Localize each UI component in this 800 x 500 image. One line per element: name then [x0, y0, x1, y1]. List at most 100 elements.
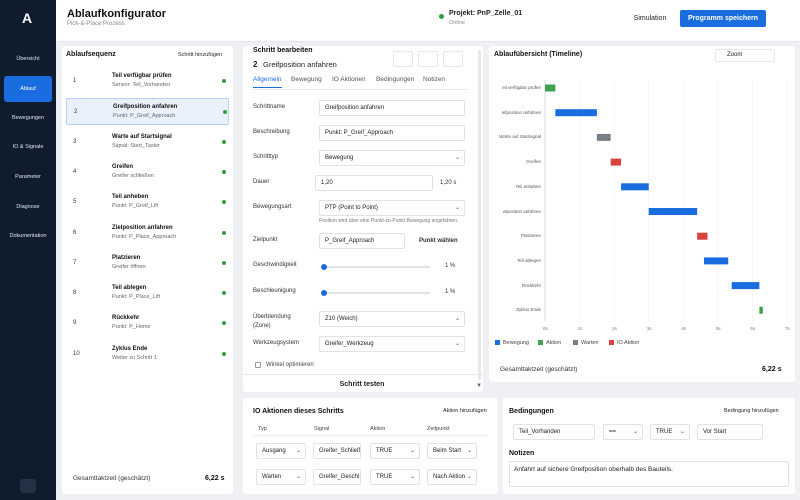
io-type-select[interactable]: Warten ⌄ [256, 469, 306, 485]
timeline-bar[interactable] [697, 232, 708, 240]
nav-item-bewegungen[interactable]: Bewegungen [11, 115, 45, 121]
status-dot-icon [222, 260, 226, 265]
step-row[interactable]: 8 Teil ablegen Punkt: P_Place_Lift [66, 280, 229, 307]
add-step-button[interactable]: Schritt hinzufügen [178, 52, 223, 58]
more-icon[interactable] [443, 51, 463, 67]
timeline-bar[interactable] [545, 84, 556, 92]
nav-item-dokumentation[interactable]: Dokumentation [9, 233, 47, 239]
condition-value-select[interactable]: TRUE ⌄ [650, 424, 690, 440]
step-row[interactable]: 2 Greifposition anfahren Punkt: P_Greif_Ap… [66, 98, 229, 126]
editor-scrollbar[interactable] [478, 50, 481, 380]
sequence-title: Ablaufsequenz [66, 51, 116, 58]
add-action-button[interactable]: Aktion hinzufügen [443, 408, 487, 414]
status-dot-icon [222, 169, 226, 174]
duplicate-icon[interactable] [393, 51, 413, 67]
step-row[interactable]: 6 Zielposition anfahren Punkt: P_Place_App… [66, 220, 229, 247]
tab-bewegung[interactable]: Bewegung [291, 76, 322, 83]
io-action-select[interactable]: TRUE ⌄ [370, 469, 420, 485]
step-subtitle: Punkt: P_Place_Lift [112, 294, 161, 301]
step-row[interactable]: 5 Teil anheben Punkt: P_Greif_Lift [66, 189, 229, 216]
sidebar: A Übersicht Ablauf Bewegungen IO & Signa… [0, 0, 56, 500]
test-step-button[interactable]: Schritt testen [339, 381, 385, 388]
step-title: Teil verfügbar prüfen [112, 73, 172, 79]
nav-item-parameter[interactable]: Parameter [15, 174, 41, 180]
speed-slider-handle[interactable] [321, 264, 328, 270]
step-title: Rückkehr [112, 315, 140, 322]
description-input[interactable]: Punkt: P_Greif_Approach [319, 125, 465, 141]
nav-item-diagnose[interactable]: Diagnose [16, 204, 40, 210]
tool-label: Werkzeugsystem [253, 340, 299, 346]
movetype-label: Bewegungsart [253, 204, 292, 210]
io-signal-input[interactable]: Greifer_Schließ [313, 443, 361, 459]
step-row[interactable]: 10 Zyklus Ende Weiter zu Schritt 1 [66, 341, 229, 368]
timeline-bar[interactable] [759, 306, 763, 314]
timeline-step-label: eil verfügbar prüfen [502, 85, 541, 90]
speed-slider[interactable] [323, 266, 430, 268]
tab-io-aktionen[interactable]: IO Aktionen [332, 76, 366, 83]
io-type-select[interactable]: Ausgang ⌄ [256, 443, 306, 459]
x-tick-label: 3s [646, 326, 652, 331]
timeline-bar[interactable] [704, 257, 729, 265]
target-point-input[interactable]: P_Greif_Approach [319, 233, 405, 249]
timeline-bar[interactable] [596, 133, 611, 141]
x-tick-label: 0s [543, 326, 548, 331]
legend-io-aktion: IO Aktion [609, 340, 639, 346]
scroll-down-icon[interactable]: ▼ [476, 383, 482, 389]
accel-slider-handle[interactable] [321, 290, 328, 296]
nav-item-ablauf[interactable]: Ablauf [4, 76, 52, 102]
step-row[interactable]: 7 Platzieren Greifer öffnen [66, 250, 229, 277]
timeline-bar[interactable] [555, 109, 597, 117]
step-title: Zielposition anfahren [112, 224, 173, 231]
nav-item-uebersicht[interactable]: Übersicht [16, 56, 40, 62]
delete-icon[interactable] [418, 51, 438, 67]
tab-notizen[interactable]: Notizen [423, 76, 446, 83]
tab-allgemein[interactable]: Allgemein [253, 76, 282, 88]
status-dot-icon [222, 139, 226, 144]
legend-swatch [538, 340, 543, 345]
step-type-label: Schritttyp [253, 154, 279, 160]
step-row[interactable]: 1 Teil verfügbar prüfen Sensor: Teil_Vorha… [66, 68, 229, 95]
step-number: 4 [73, 168, 77, 175]
step-row[interactable]: 9 Rückkehr Punkt: P_Home [66, 310, 229, 337]
notes-text: Anfahrt auf sichere Greifposition oberha… [514, 466, 673, 473]
app-title: Ablaufkonfigurator [67, 8, 166, 20]
io-time-select[interactable]: Nach Aktion ⌄ [427, 469, 477, 485]
choose-point-button[interactable]: Punkt wählen [419, 238, 458, 244]
optimize-checkbox[interactable] [255, 362, 261, 368]
step-row[interactable]: 3 Warte auf Startsignal Signal: Start_Tast… [66, 129, 229, 156]
timeline-bar[interactable] [648, 208, 698, 215]
step-row[interactable]: 4 Greifen Greifer schließen [66, 159, 229, 186]
duration-input[interactable]: 1,20 [315, 175, 433, 191]
blend-select[interactable]: Z10 (Weich) ⌄ [319, 311, 465, 327]
simulation-button[interactable]: Simulation [633, 15, 667, 22]
step-name-input[interactable]: Greifposition anfahren [319, 100, 465, 116]
io-signal-input[interactable]: Greifer_Geschl [313, 469, 361, 485]
tool-select[interactable]: Greifer_Werkzeug ⌄ [319, 336, 465, 352]
timeline-bar[interactable] [610, 158, 622, 166]
movetype-select[interactable]: PTP (Point to Point) ⌄ [319, 200, 465, 216]
step-subtitle: Greifer schließen [112, 172, 154, 179]
step-type-select[interactable]: Bewegung ⌄ [319, 150, 465, 166]
x-tick-label: 5s [715, 326, 721, 331]
step-title: Teil anheben [112, 194, 149, 201]
condition-value-value: TRUE [656, 429, 673, 435]
speed-value: 1 % [445, 263, 456, 269]
save-program-button[interactable]: Programm speichern [680, 10, 766, 27]
nav-item-io-signale[interactable]: IO & Signale [12, 144, 44, 150]
condition-operator-select[interactable]: == ⌄ [603, 424, 643, 440]
notes-textarea[interactable]: Anfahrt auf sichere Greifposition oberha… [509, 461, 789, 487]
tab-bedingungen[interactable]: Bedingungen [376, 76, 415, 83]
condition-signal-input[interactable]: Teil_Vorhanden [513, 424, 595, 440]
user-menu-button[interactable] [20, 479, 36, 493]
timeline-bar[interactable] [731, 282, 760, 290]
io-time-select[interactable]: Beim Start ⌄ [427, 443, 477, 459]
add-condition-button[interactable]: Bedingung hinzufügen [724, 408, 779, 414]
chevron-down-icon: ⌄ [409, 448, 415, 454]
zoom-select[interactable]: Zoom [715, 49, 775, 62]
condition-when-select[interactable]: Vor Start [697, 424, 763, 440]
timeline-bar[interactable] [621, 183, 649, 191]
duration-display: 1,20 s [440, 180, 457, 186]
io-action-select[interactable]: TRUE ⌄ [370, 443, 420, 459]
accel-slider[interactable] [323, 292, 430, 294]
tabs-divider [253, 89, 467, 90]
